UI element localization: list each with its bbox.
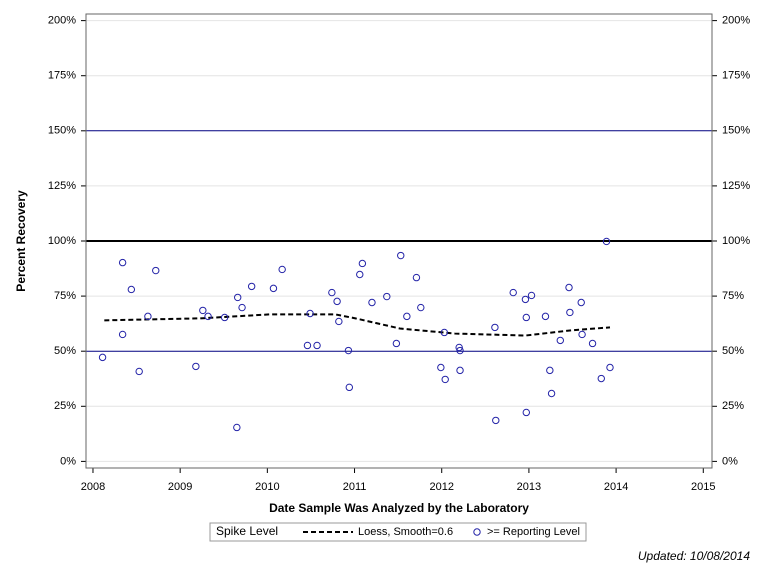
data-point: [456, 366, 464, 375]
data-point: [578, 330, 586, 339]
y2-tick-label: 50%: [722, 345, 744, 357]
data-point: [303, 341, 312, 350]
data-point: [313, 341, 321, 350]
data-point: [238, 303, 246, 312]
y2-tick-label: 125%: [722, 180, 750, 192]
data-point: [566, 308, 574, 317]
legend-label: >= Reporting Level: [487, 526, 580, 538]
y-tick-label: 25%: [54, 400, 76, 412]
data-point: [269, 284, 278, 293]
x-tick-label: 2008: [81, 481, 105, 493]
data-point: [403, 312, 411, 321]
y2-tick-label: 100%: [722, 235, 750, 247]
y-tick-label: 200%: [48, 15, 76, 27]
data-point: [199, 306, 207, 315]
data-point: [565, 283, 573, 292]
x-tick-label: 2009: [168, 481, 192, 493]
data-point: [306, 309, 314, 318]
data-point: [358, 259, 367, 268]
data-point: [412, 273, 421, 282]
data-point: [456, 346, 464, 355]
x-tick-label: 2010: [255, 481, 279, 493]
y2-tick-label: 150%: [722, 125, 750, 137]
data-point: [152, 266, 160, 275]
data-point: [335, 317, 343, 326]
data-point: [577, 298, 585, 307]
data-point: [441, 375, 449, 384]
data-point: [588, 339, 597, 348]
data-point: [204, 312, 212, 321]
x-tick-label: 2011: [343, 481, 367, 493]
x-tick-label: 2015: [691, 481, 715, 493]
data-point: [144, 312, 152, 321]
data-point: [135, 367, 143, 376]
data-point: [437, 363, 445, 372]
legend-swatch: [473, 528, 481, 536]
data-point: [440, 328, 449, 337]
data-point: [233, 423, 241, 432]
y-tick-label: 100%: [48, 235, 76, 247]
x-tick-label: 2013: [517, 481, 541, 493]
data-point: [278, 265, 286, 274]
data-point: [522, 313, 530, 322]
data-point: [192, 362, 200, 371]
data-point: [606, 363, 614, 372]
data-point: [417, 303, 425, 312]
loess-line: [104, 313, 611, 337]
data-point: [491, 323, 499, 332]
legend-box: [209, 522, 587, 542]
data-point: [397, 251, 405, 260]
data-point: [118, 330, 127, 339]
legend-title: Spike Level: [216, 524, 278, 538]
data-point: [527, 291, 536, 300]
data-point: [98, 353, 107, 362]
data-point: [392, 339, 401, 348]
data-point: [492, 416, 500, 425]
data-point: [597, 374, 605, 383]
y2-tick-label: 25%: [722, 400, 744, 412]
y-tick-label: 50%: [54, 345, 76, 357]
data-point: [247, 282, 256, 291]
y2-tick-label: 0%: [722, 455, 738, 467]
y-tick-label: 75%: [54, 290, 76, 302]
data-point: [220, 313, 229, 322]
data-point: [602, 237, 611, 246]
data-point: [547, 389, 556, 398]
data-point: [522, 408, 530, 417]
y-tick-label: 125%: [48, 180, 76, 192]
y2-tick-label: 175%: [722, 70, 750, 82]
data-point: [344, 346, 353, 355]
legend-label: Loess, Smooth=0.6: [358, 526, 453, 538]
data-point: [556, 336, 564, 345]
y-tick-label: 175%: [48, 70, 76, 82]
data-point: [521, 295, 530, 304]
data-point: [118, 258, 127, 267]
y-tick-label: 150%: [48, 125, 76, 137]
data-point: [455, 343, 463, 352]
plot-frame: [85, 13, 713, 469]
y-tick-label: 0%: [60, 455, 76, 467]
data-point: [356, 270, 364, 279]
data-point: [333, 297, 341, 306]
data-point: [509, 288, 517, 297]
y-axis-label: Percent Recovery: [14, 190, 28, 292]
data-point: [546, 366, 554, 375]
footnote: Updated: 10/08/2014: [638, 549, 750, 563]
data-point: [541, 312, 550, 321]
x-tick-label: 2014: [604, 481, 628, 493]
data-point: [368, 298, 376, 307]
x-axis-label: Date Sample Was Analyzed by the Laborato…: [269, 501, 529, 515]
x-tick-label: 2012: [429, 481, 453, 493]
data-point: [234, 293, 242, 302]
y2-tick-label: 200%: [722, 15, 750, 27]
data-point: [345, 383, 354, 392]
y2-tick-label: 75%: [722, 290, 744, 302]
data-point: [328, 288, 336, 297]
data-point: [383, 292, 391, 301]
data-point: [127, 285, 136, 294]
